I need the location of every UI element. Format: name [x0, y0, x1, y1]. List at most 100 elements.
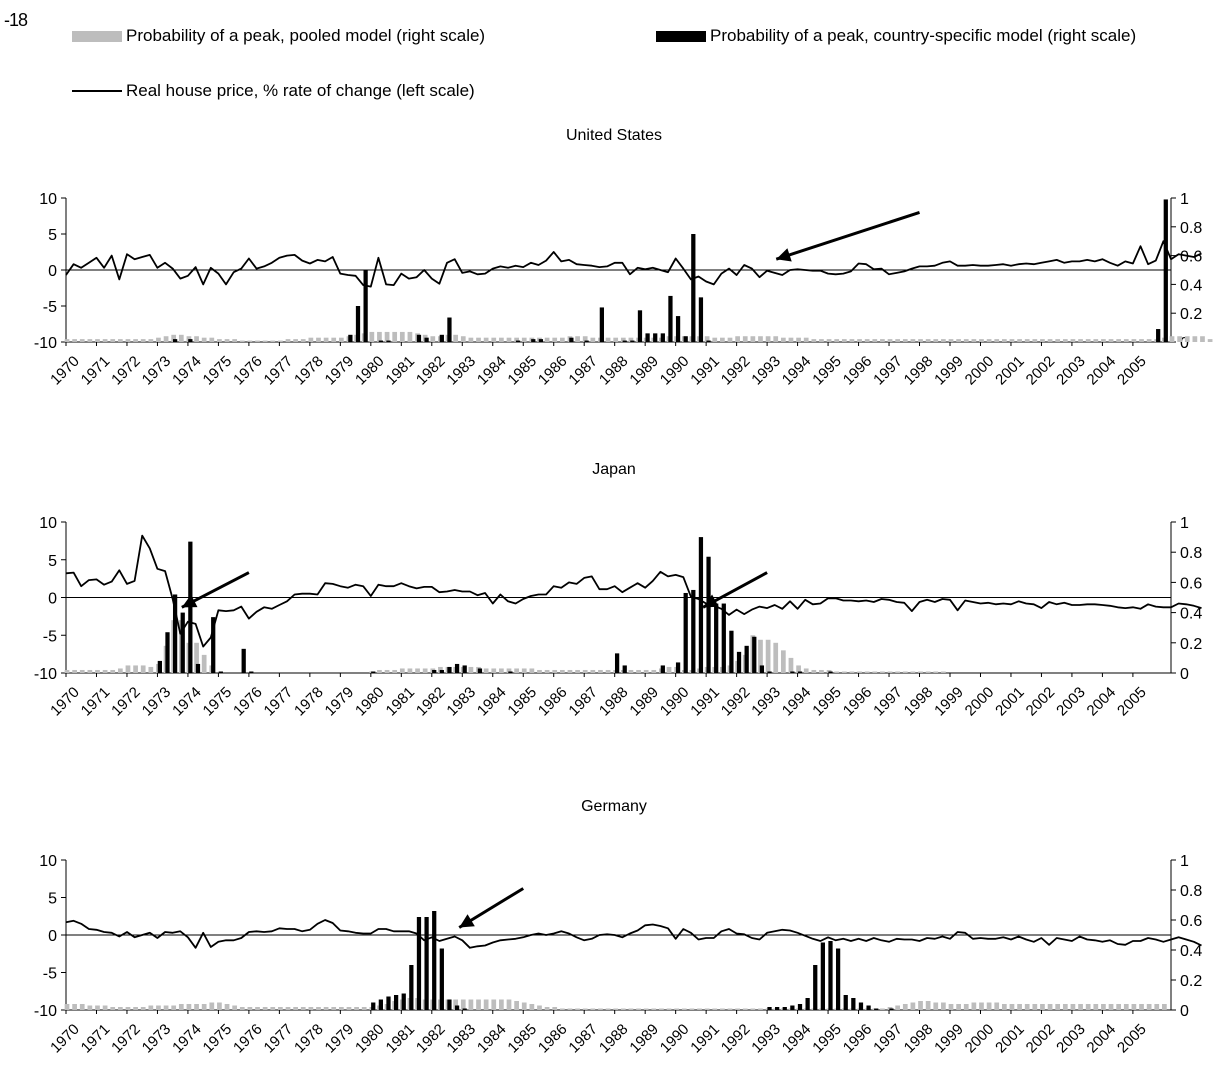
us-pooled-bar [262, 340, 268, 342]
us-pooled-bar [514, 337, 519, 342]
germany-pooled-bar [941, 1002, 946, 1010]
us-x-tick-label: 1998 [901, 353, 937, 389]
us-pooled-bar [910, 339, 916, 342]
us-pooled-bar [476, 337, 481, 342]
us-left-tick-label: -10 [34, 335, 57, 352]
germany-x-tick-label: 1979 [322, 1021, 358, 1057]
japan-pooled-bar [194, 642, 199, 673]
germany-pooled-bar [72, 1004, 77, 1010]
germany-pooled-bar [666, 1008, 672, 1010]
us-pooled-bar [72, 339, 77, 342]
japan-pooled-bar [857, 671, 862, 673]
us-x-tick-label: 1979 [322, 353, 358, 389]
germany-country-bar [432, 911, 437, 1010]
japan-pooled-bar [849, 671, 855, 673]
japan-country-bar [477, 668, 483, 673]
germany-pooled-bar [110, 1007, 116, 1010]
japan-pooled-bar [796, 665, 801, 673]
germany-pooled-bar [1108, 1004, 1114, 1010]
us-pooled-bar [1070, 339, 1076, 342]
legend-swatch-country [656, 30, 706, 42]
japan-pooled-bar [872, 671, 878, 673]
japan-x-tick-label: 1982 [413, 684, 449, 720]
germany-country-bar [371, 1002, 376, 1010]
germany-x-tick-label: 1971 [78, 1021, 114, 1057]
japan-pooled-bar [544, 669, 550, 673]
germany-x-tick-label: 1994 [779, 1021, 815, 1057]
germany-x-tick-label: 1970 [47, 1021, 83, 1057]
us-pooled-bar [780, 337, 786, 342]
japan-x-tick-label: 1985 [504, 684, 540, 720]
us-pooled-bar [979, 339, 984, 342]
us-pooled-bar [369, 331, 375, 342]
germany-pooled-bar [902, 1004, 908, 1010]
germany-pooled-bar [910, 1002, 916, 1010]
japan-country-bar [683, 592, 688, 673]
germany-x-tick-label: 2005 [1114, 1021, 1150, 1057]
us-x-tick-label: 1973 [139, 353, 175, 389]
us-pooled-bar [1177, 336, 1182, 342]
japan-country-bar [767, 671, 772, 673]
germany-pooled-bar [491, 999, 497, 1010]
us-pooled-bar [1009, 339, 1015, 342]
us-pooled-bar [933, 339, 939, 342]
japan-pooled-bar [468, 666, 474, 673]
japan-pooled-bar [758, 639, 763, 673]
japan-country-bar [744, 645, 749, 673]
us-pooled-bar [1184, 336, 1190, 342]
japan-left-tick-label: 5 [48, 553, 57, 570]
us-pooled-bar [316, 337, 321, 342]
germany-country-bar [797, 1004, 803, 1010]
us-title: United States [566, 127, 662, 144]
us-pooled-bar [712, 337, 718, 342]
us-x-tick-label: 1992 [718, 353, 754, 389]
us-pooled-bar [1017, 339, 1022, 342]
germany-x-tick-label: 1981 [383, 1021, 419, 1057]
japan-country-bar [371, 671, 376, 673]
us-pooled-bar [834, 339, 840, 342]
japan-x-tick-label: 1980 [352, 684, 388, 720]
japan-country-bar [439, 669, 444, 673]
us-right-tick-label: 1 [1180, 191, 1189, 208]
us-x-tick-label: 1989 [626, 353, 662, 389]
us-country-bar [691, 234, 696, 342]
japan-x-tick-label: 1990 [657, 684, 693, 720]
us-pooled-bar [521, 337, 527, 342]
us-country-bar [386, 340, 391, 342]
germany-pooled-bar [994, 1002, 1000, 1010]
us-pooled-bar [1032, 339, 1038, 342]
us-pooled-bar [941, 339, 946, 342]
germany-x-tick-label: 1982 [413, 1021, 449, 1057]
us-country-bar [668, 295, 673, 342]
germany-pooled-bar [620, 1008, 626, 1010]
germany-pooled-bar [1116, 1004, 1122, 1010]
us-pooled-bar [87, 339, 93, 342]
germany-x-tick-label: 1983 [443, 1021, 479, 1057]
germany-country-bar [378, 999, 383, 1010]
us-pooled-bar [163, 336, 169, 342]
japan-house-price-line [65, 534, 1202, 648]
germany-pooled-bar [674, 1008, 680, 1010]
us-country-bar [637, 310, 643, 342]
germany-country-bar [447, 999, 452, 1010]
japan-pooled-bar [811, 669, 817, 673]
germany-country-bar [409, 965, 414, 1010]
us-pooled-bar [895, 339, 901, 342]
us-pooled-bar [742, 336, 748, 342]
germany-pooled-bar [1062, 1004, 1068, 1010]
us-country-bar [569, 337, 574, 342]
us-pooled-bar [1207, 339, 1213, 342]
us-pooled-bar [392, 331, 398, 342]
us-pooled-bar [559, 337, 565, 342]
germany-x-tick-label: 1989 [626, 1021, 662, 1057]
us-pooled-bar [491, 337, 497, 342]
us-pooled-bar [1116, 339, 1122, 342]
japan-country-bar [614, 653, 620, 673]
us-left-tick-label: -5 [43, 299, 57, 316]
germany-pooled-bar [1085, 1004, 1091, 1010]
us-pooled-bar [1146, 339, 1152, 342]
germany-x-tick-label: 1992 [718, 1021, 754, 1057]
us-pooled-bar [125, 339, 131, 342]
japan-x-tick-label: 1986 [535, 684, 571, 720]
us-pooled-bar [841, 339, 847, 342]
